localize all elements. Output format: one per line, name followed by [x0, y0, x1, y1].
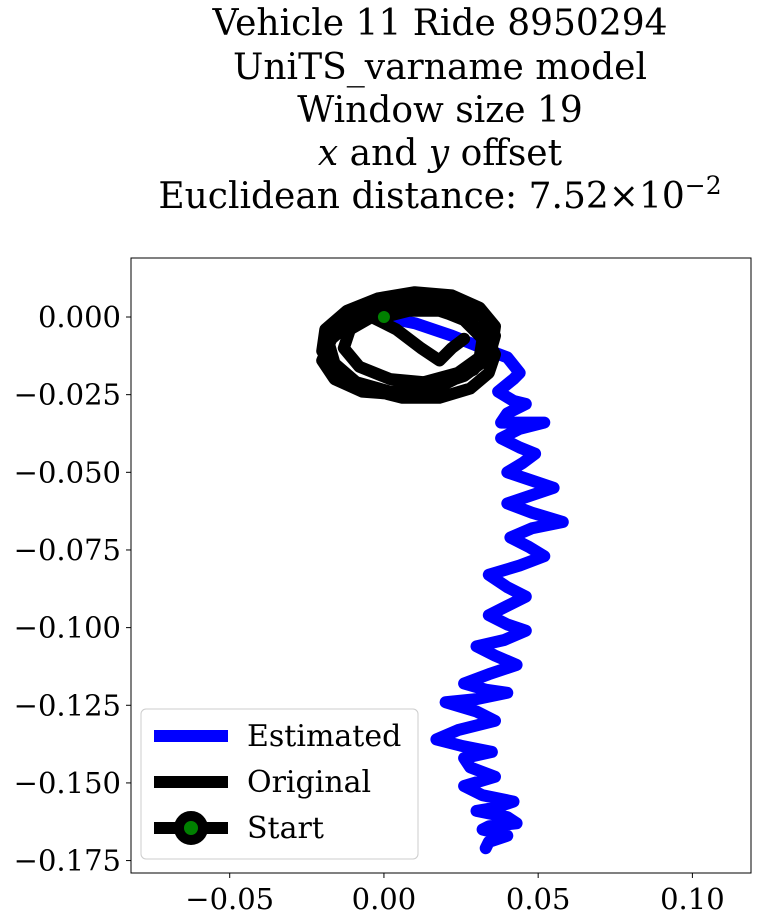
y-tick-label: −0.050: [14, 455, 121, 489]
legend-original-label: Original: [247, 765, 371, 800]
title-line-1: Vehicle 11 Ride 8950294: [211, 3, 667, 44]
series-line-estimated: [377, 311, 569, 855]
x-tick-label: 0.05: [506, 882, 571, 916]
y-tick-label: 0.000: [38, 300, 121, 334]
start-layer: [377, 311, 390, 324]
y-tick-label: −0.125: [14, 688, 121, 722]
title-x-var: x: [318, 133, 338, 174]
title-distance-exponent: −2: [685, 171, 722, 200]
title-line-4: x and y offset: [318, 133, 563, 174]
legend-start-label: Start: [247, 811, 324, 846]
series-layer: [316, 286, 569, 855]
title-distance-mantissa: 7.52: [529, 176, 609, 217]
title-distance-base: 10: [639, 176, 685, 217]
title-y-var: y: [427, 133, 450, 174]
legend: Estimated Original Start: [140, 708, 419, 860]
legend-estimated-label: Estimated: [247, 719, 401, 754]
title-distance-times: ×: [609, 176, 639, 217]
x-tick-label: −0.05: [185, 882, 274, 916]
title-line-3: Window size 19: [297, 90, 583, 131]
x-tick-label: 0.00: [352, 882, 417, 916]
y-tick-label: −0.025: [14, 378, 121, 412]
start-marker: [377, 311, 390, 324]
y-tick-label: −0.150: [14, 766, 121, 800]
title-distance-prefix: Euclidean distance:: [158, 176, 528, 217]
title-line-2: UniTS_varname model: [233, 47, 647, 88]
title-and: and: [338, 133, 429, 174]
title-line-5: Euclidean distance: 7.52×10−2: [158, 171, 721, 217]
chart-title: Vehicle 11 Ride 8950294 UniTS_varname mo…: [158, 3, 721, 217]
x-tick-label: 0.10: [660, 882, 725, 916]
y-tick-label: −0.175: [14, 844, 121, 878]
y-tick-label: −0.075: [14, 533, 121, 567]
plot-frame: [130, 257, 752, 874]
title-offset-word: offset: [449, 133, 562, 174]
x-axis: −0.05 0.00 0.05 0.10: [185, 873, 725, 916]
series-line-original: [316, 286, 501, 404]
y-axis: 0.000 −0.025 −0.050 −0.075 −0.100 −0.125 −0.15…: [14, 300, 131, 878]
legend-box: [140, 708, 419, 860]
y-tick-label: −0.100: [14, 611, 121, 645]
legend-start-marker: [174, 811, 208, 845]
